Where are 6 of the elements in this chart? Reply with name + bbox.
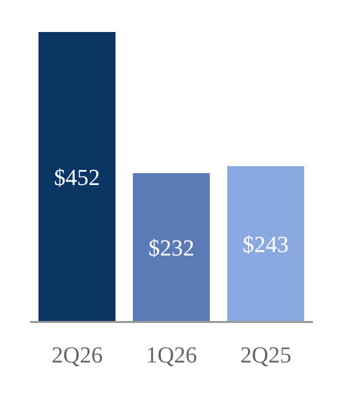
x-tick-label: 2Q26 (52, 342, 103, 368)
data-label: $452 (54, 165, 100, 190)
data-label: $243 (242, 232, 289, 258)
x-tick-label: 1Q26 (146, 342, 198, 368)
x-tick-label: 2Q25 (240, 342, 292, 368)
data-label: $232 (148, 236, 194, 261)
